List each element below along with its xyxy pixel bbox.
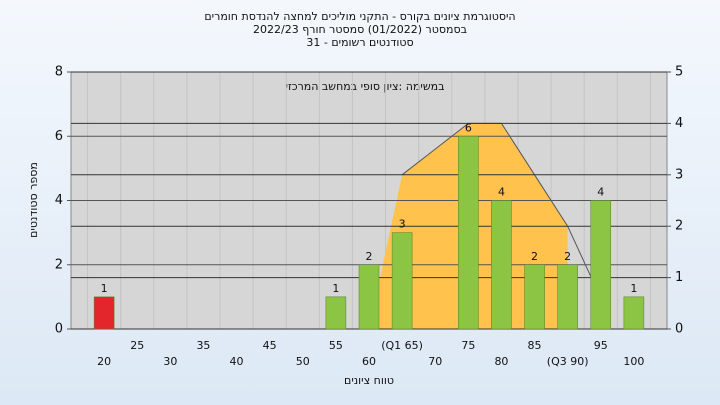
x-tick-label: (Q1 65) [381,339,423,352]
bar [325,296,347,330]
x-tick-label: 95 [594,339,608,352]
x-tick-label: 60 [362,355,376,368]
y-tick-label: 4 [55,193,63,208]
bar [623,296,645,330]
title-line: היסטוגרמת ציונים בקורס - התקני מוליכים ל… [204,10,515,23]
value-label: 2 [366,250,373,263]
y-axis-title: מספר סטודנטים [27,162,40,238]
value-label: 2 [564,250,571,263]
value-label: 4 [498,186,505,199]
bar [358,264,380,330]
bar [458,136,479,330]
bar [590,200,612,330]
x-tick-label: 85 [528,339,542,352]
x-tick-label: 70 [428,355,442,368]
bar [524,264,545,330]
x-tick-label: 55 [329,339,343,352]
x-tick-label: 100 [623,355,644,368]
annotation: במשימה :ציון סופי במחשב המרכזי [285,80,444,93]
x-tick-label: 25 [130,339,144,352]
y2-tick-label: 0 [675,322,683,337]
y-tick-label: 2 [55,257,63,272]
y2-tick-label: 3 [675,167,683,182]
value-label: 4 [597,186,604,199]
bar [93,296,115,330]
y2-tick-label: 2 [675,219,683,234]
bar [491,200,512,330]
bar [391,232,413,330]
x-tick-label: 30 [163,355,177,368]
value-label: 1 [101,282,108,295]
title-line: בסמסטר (01/2022) סמסטר חורף 2022/23 [253,23,467,36]
x-tick-label: 45 [263,339,277,352]
value-label: 3 [399,218,406,231]
x-tick-label: 50 [296,355,310,368]
x-tick-label: 75 [461,339,475,352]
y-tick-label: 6 [55,129,63,144]
y-tick-label: 8 [55,65,63,80]
value-label: 2 [531,250,538,263]
value-label: 1 [332,282,339,295]
x-tick-label: 40 [230,355,244,368]
x-tick-label: 20 [97,355,111,368]
x-axis-title: טווח ציונים [344,374,394,387]
y2-tick-label: 4 [675,116,683,131]
x-tick-label: (Q3 90) [547,355,589,368]
titles: היסטוגרמת ציונים בקורס - התקני מוליכים ל… [204,10,515,49]
y2-tick-label: 1 [675,270,683,285]
value-label: 1 [630,282,637,295]
title-line: סטודנטים רשומים - 31 [306,36,413,49]
x-tick-label: 35 [196,339,210,352]
y-tick-label: 0 [55,322,63,337]
bar [557,264,578,330]
x-tick-label: 80 [494,355,508,368]
y2-tick-label: 5 [675,65,683,80]
value-label: 6 [465,121,472,134]
